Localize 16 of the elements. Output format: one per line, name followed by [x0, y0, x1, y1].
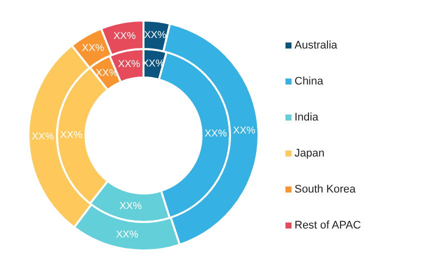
- legend-label: Japan: [294, 148, 324, 160]
- data-label: XX%: [114, 31, 136, 42]
- legend-label: Rest of APAC: [294, 220, 361, 232]
- data-label: XX%: [32, 131, 54, 142]
- data-label: XX%: [116, 229, 138, 240]
- data-label: XX%: [60, 130, 82, 141]
- data-label: XX%: [82, 42, 104, 54]
- data-label: XX%: [118, 59, 140, 70]
- legend-label: India: [294, 112, 320, 124]
- data-label: XX%: [120, 201, 142, 212]
- data-label: XX%: [233, 126, 256, 137]
- legend-label: China: [294, 76, 324, 88]
- data-label: XX%: [144, 30, 166, 41]
- legend-label: Australia: [294, 40, 338, 52]
- legend-label: South Korea: [294, 184, 357, 196]
- data-label: XX%: [204, 128, 227, 140]
